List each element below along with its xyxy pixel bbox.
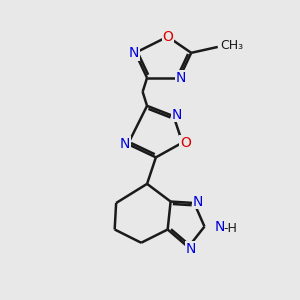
Text: N: N <box>129 46 139 60</box>
Text: N: N <box>193 194 203 208</box>
Text: N: N <box>215 220 225 234</box>
Text: N: N <box>171 108 182 122</box>
Text: N: N <box>176 71 186 85</box>
Text: O: O <box>162 30 173 44</box>
Text: -H: -H <box>224 221 238 235</box>
Text: N: N <box>186 242 196 256</box>
Text: CH₃: CH₃ <box>221 39 244 52</box>
Text: N: N <box>120 137 130 151</box>
Text: O: O <box>180 136 191 150</box>
